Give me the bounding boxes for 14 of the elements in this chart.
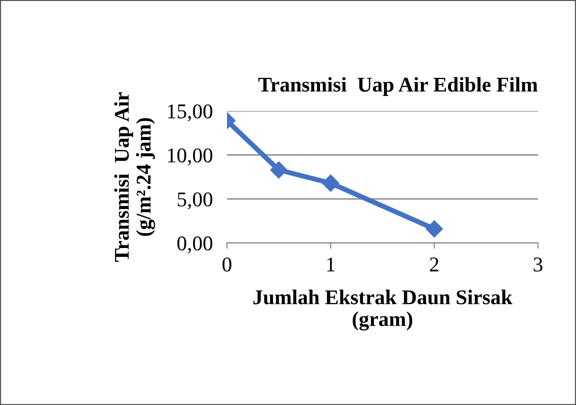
point: [322, 174, 340, 192]
x-tick-label: 3: [534, 258, 542, 272]
x-tick-label: 1: [327, 258, 335, 272]
point: [270, 161, 288, 178]
y-tick-label: 0,00: [177, 236, 212, 254]
x-tick-label: 0: [222, 257, 232, 272]
y-tick-label: 10,00: [168, 148, 212, 166]
y-tick-label: 5,00: [178, 192, 212, 210]
x-axis-title: Jumlah Ekstrak Daun Sirsak (gram): [253, 290, 512, 331]
point: [426, 220, 443, 238]
y-axis-title: Transmisi Uap Air (g/m².24 jam): [114, 92, 156, 262]
chart-title: Transmisi Uap Air Edible Film: [258, 77, 538, 96]
y-tick-label: 15,00: [168, 104, 212, 122]
x-tick-label: 2: [430, 258, 438, 272]
